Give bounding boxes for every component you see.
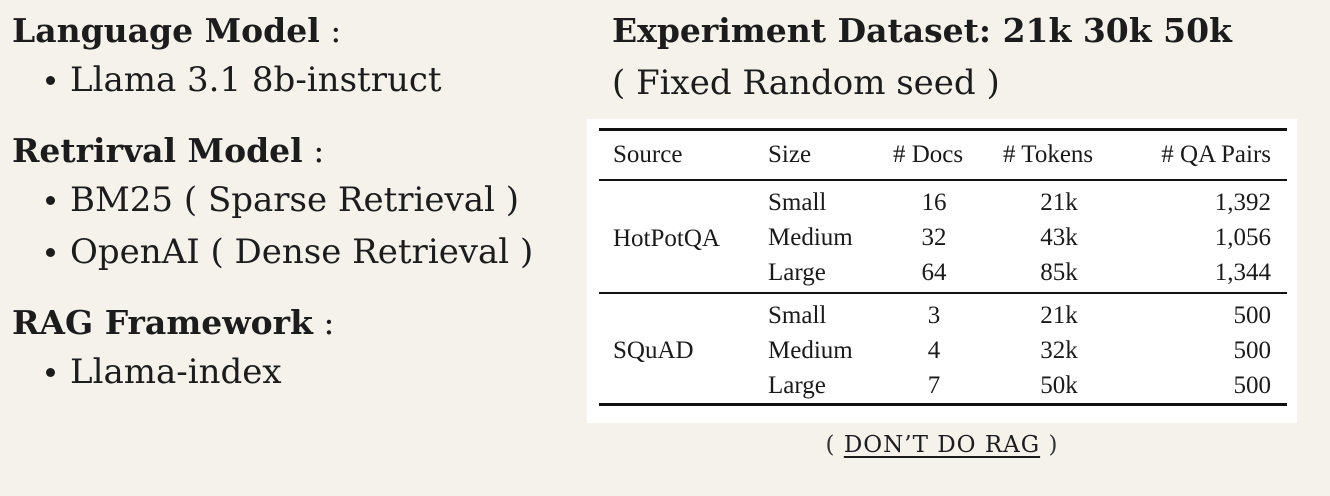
table-row: HotPotQA Small 16 21k 1,392 bbox=[599, 180, 1287, 294]
section-rag-framework: RAG Framework : Llama-index bbox=[12, 300, 592, 398]
section-language-model: Language Model : Llama 3.1 8b-instruct bbox=[12, 8, 592, 106]
footer-close-paren: ) bbox=[1048, 432, 1059, 458]
tokens-cell: 32k bbox=[1040, 336, 1078, 364]
footer-note: ( DON’T DO RAG ) bbox=[0, 432, 1330, 458]
tokens-cell: 21k bbox=[1040, 188, 1078, 216]
qa-pairs-cell: 1,056 bbox=[1214, 223, 1271, 251]
docs-cell: 3 bbox=[927, 301, 941, 329]
size-cell: Small bbox=[768, 188, 827, 216]
bullet-list: BM25 ( Sparse Retrieval ) OpenAI ( Dense… bbox=[12, 174, 592, 278]
qa-pairs-cell: 1,344 bbox=[1129, 255, 1287, 294]
experiment-dataset-subtitle: ( Fixed Random seed ) bbox=[612, 63, 1000, 103]
tokens-cell: 50k bbox=[989, 368, 1129, 406]
size-cell: Medium bbox=[768, 223, 853, 251]
dataset-table-card: Source Size # Docs # Tokens # QA Pairs H… bbox=[587, 119, 1297, 423]
column-header-source: Source bbox=[599, 128, 754, 181]
tokens-cell: 43k bbox=[1040, 223, 1078, 251]
bullet-dot-icon bbox=[46, 368, 55, 377]
size-cell: Small bbox=[768, 301, 827, 329]
qa-pairs-cell: 500 bbox=[1233, 336, 1272, 364]
bullet-dot-icon bbox=[46, 76, 55, 85]
bullet-list: Llama-index bbox=[12, 346, 592, 398]
source-cell: HotPotQA bbox=[599, 180, 754, 294]
bullet-item: OpenAI ( Dense Retrieval ) bbox=[42, 226, 592, 278]
tokens-cell: 21k bbox=[1040, 301, 1078, 329]
dataset-table: Source Size # Docs # Tokens # QA Pairs H… bbox=[599, 128, 1287, 406]
size-cell: Large bbox=[754, 368, 879, 406]
section-retrieval-model: Retrirval Model : BM25 ( Sparse Retrieva… bbox=[12, 128, 592, 278]
tokens-cell: 85k bbox=[989, 255, 1129, 294]
experiment-dataset-title: Experiment Dataset: 21k 30k 50k bbox=[612, 11, 1232, 50]
table-row: Large 7 50k 500 bbox=[599, 368, 1287, 406]
bullet-dot-icon bbox=[46, 196, 55, 205]
bullet-item: Llama-index bbox=[42, 346, 592, 398]
bullet-list: Llama 3.1 8b-instruct bbox=[12, 54, 592, 106]
qa-pairs-cell: 500 bbox=[1129, 368, 1287, 406]
section-heading: Retrirval Model : bbox=[12, 131, 325, 170]
size-cell: Medium bbox=[768, 336, 853, 364]
docs-cell: 16 bbox=[921, 188, 947, 216]
left-column: Language Model : Llama 3.1 8b-instruct R… bbox=[12, 8, 592, 420]
footer-open-paren: ( bbox=[825, 432, 836, 458]
column-header-size: Size bbox=[754, 128, 879, 181]
table-row: SQuAD Small 3 21k 500 bbox=[599, 293, 1287, 406]
section-heading: RAG Framework : bbox=[12, 303, 335, 342]
column-header-tokens: # Tokens bbox=[989, 128, 1129, 181]
qa-pairs-cell: 1,392 bbox=[1214, 188, 1271, 216]
column-header-docs: # Docs bbox=[879, 128, 989, 181]
bullet-item: BM25 ( Sparse Retrieval ) bbox=[42, 174, 592, 226]
size-cell: Large bbox=[754, 255, 879, 294]
docs-cell: 4 bbox=[927, 336, 941, 364]
dont-do-rag-link[interactable]: DON’T DO RAG bbox=[843, 432, 1041, 458]
docs-cell: 7 bbox=[879, 368, 989, 406]
table-row: Medium 4 32k 500 bbox=[599, 333, 1287, 368]
section-heading: Language Model : bbox=[12, 11, 342, 50]
qa-pairs-cell: 500 bbox=[1233, 301, 1272, 329]
docs-cell: 64 bbox=[879, 255, 989, 294]
table-row: Large 64 85k 1,344 bbox=[599, 255, 1287, 294]
source-cell: SQuAD bbox=[599, 293, 754, 406]
table-row: Medium 32 43k 1,056 bbox=[599, 220, 1287, 255]
table-header-row: Source Size # Docs # Tokens # QA Pairs bbox=[599, 128, 1287, 181]
docs-cell: 32 bbox=[921, 223, 947, 251]
bullet-dot-icon bbox=[46, 248, 55, 257]
column-header-qa-pairs: # QA Pairs bbox=[1129, 128, 1287, 181]
bullet-item: Llama 3.1 8b-instruct bbox=[42, 54, 592, 106]
